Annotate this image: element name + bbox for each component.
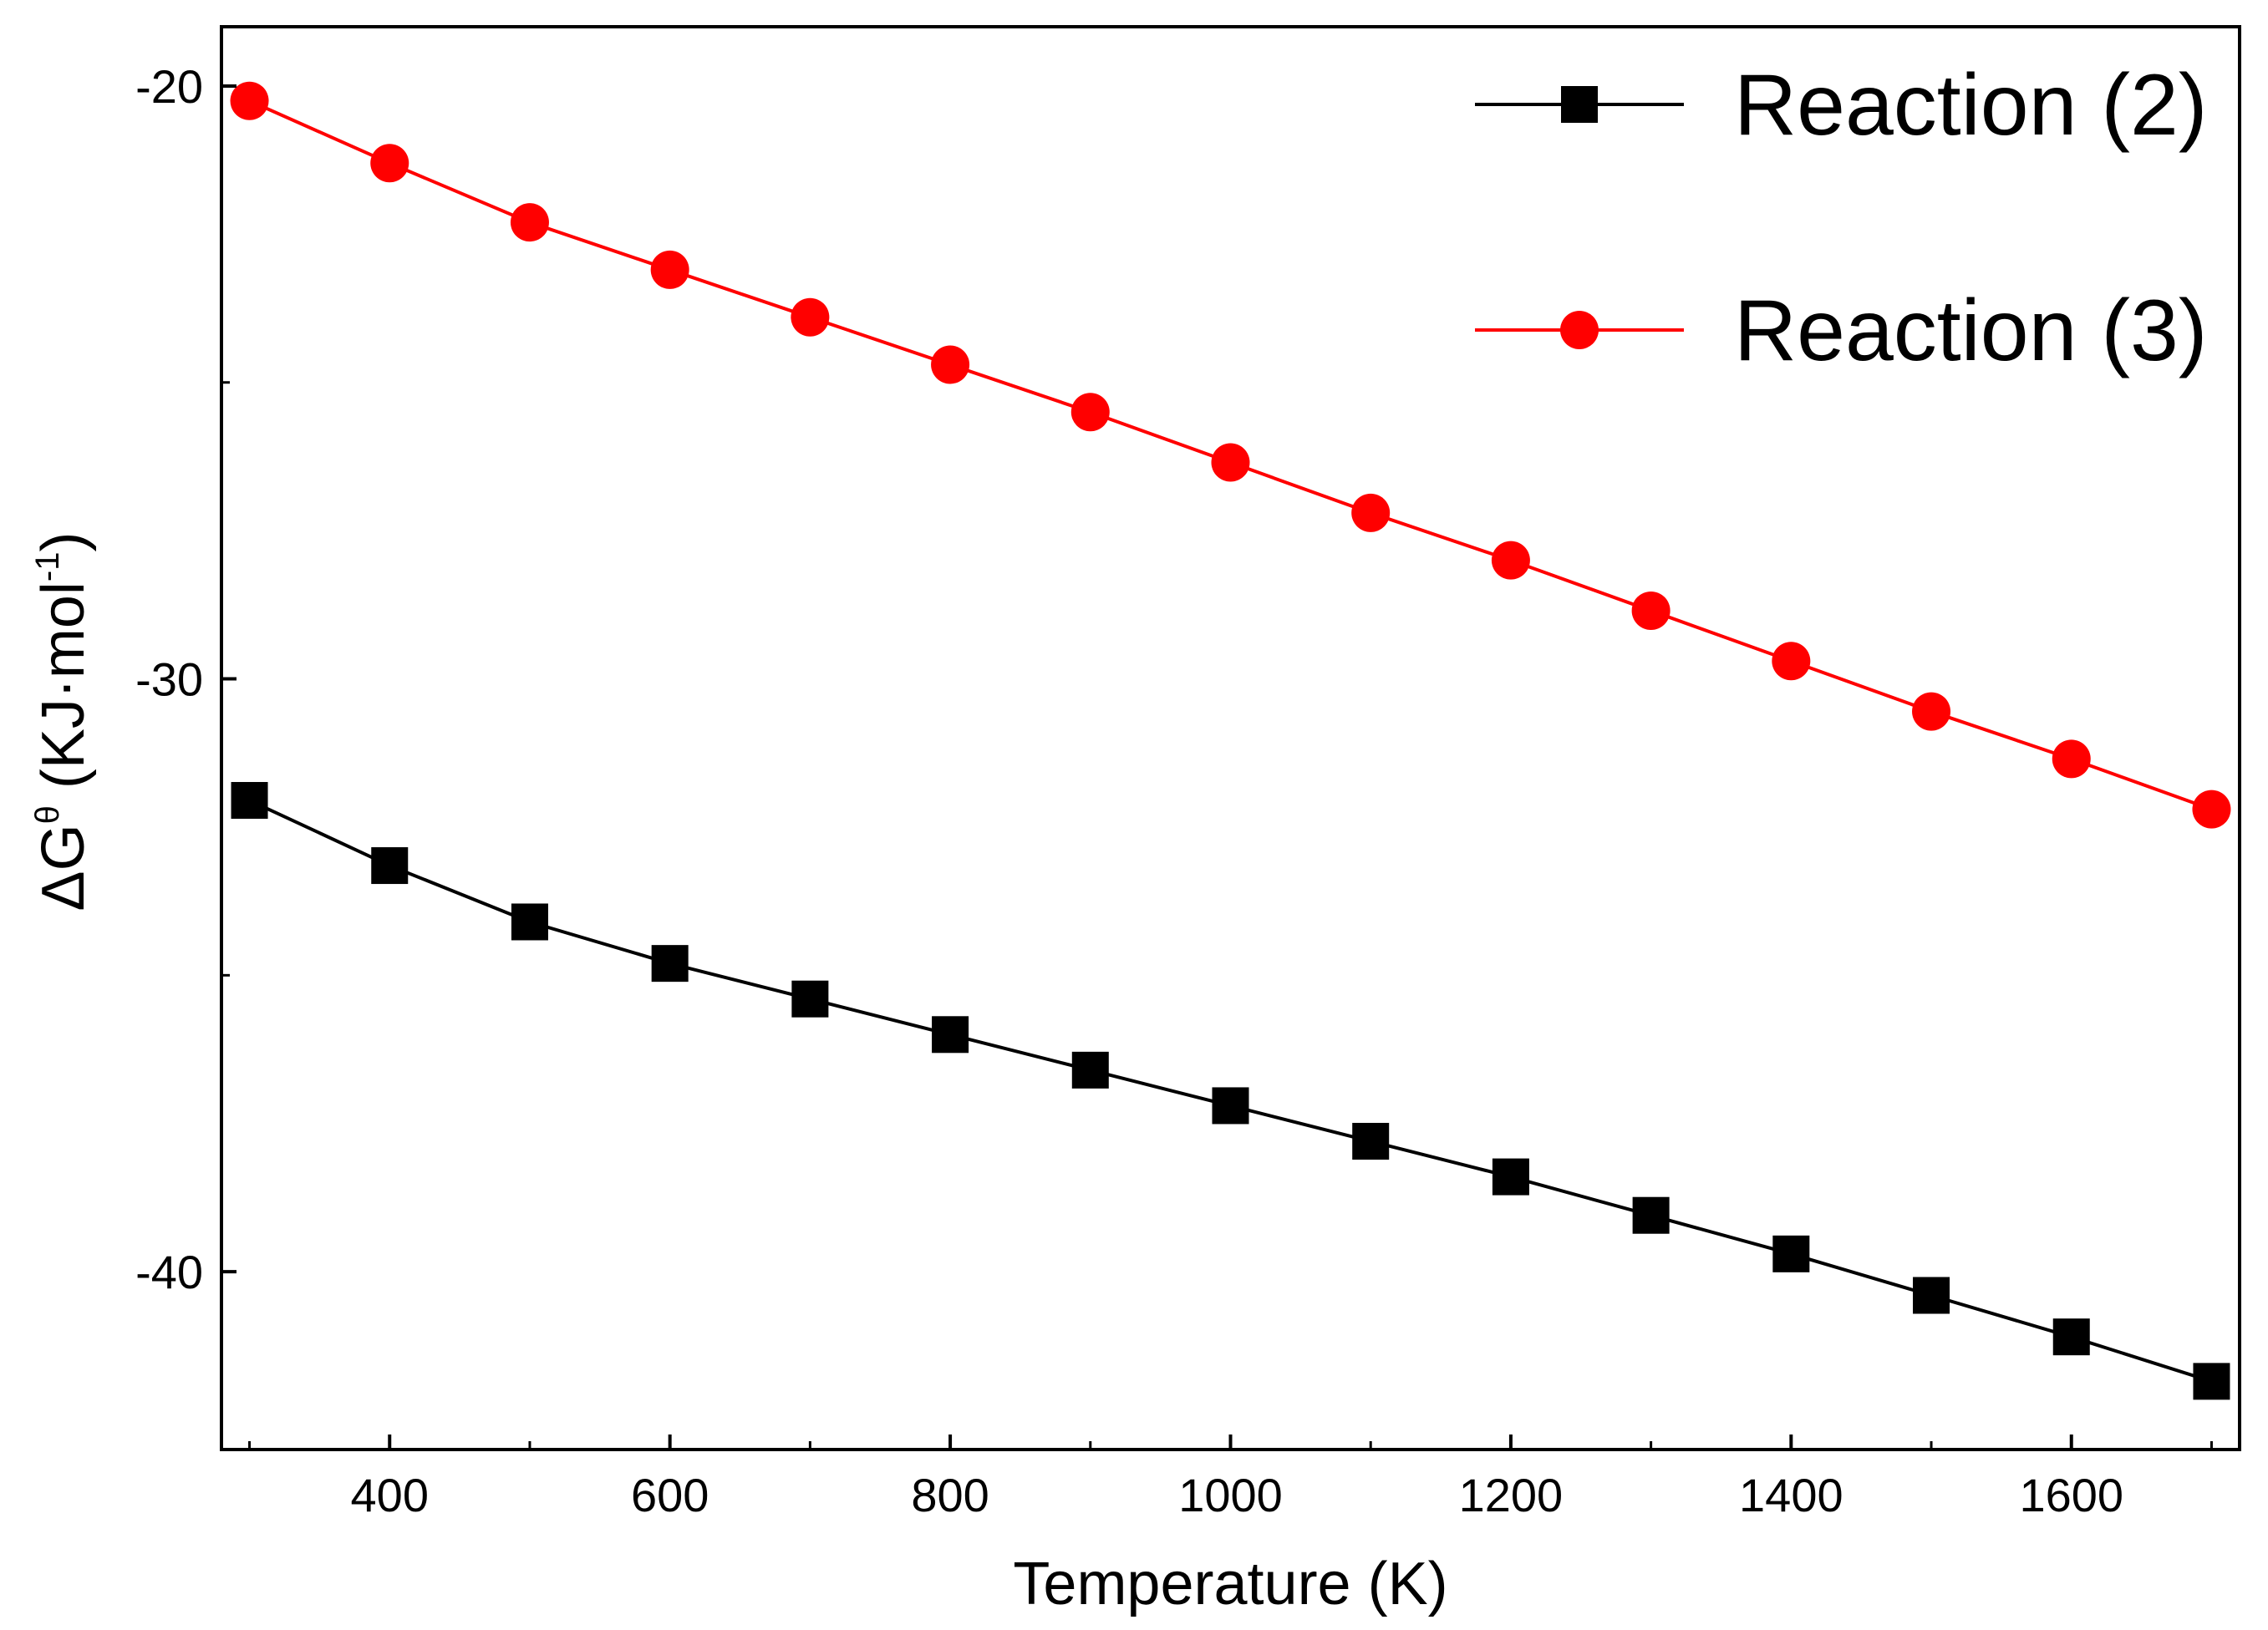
y-axis-title: ΔGθ (KJ·mol-1) bbox=[29, 532, 97, 911]
y-tick-label: -30 bbox=[135, 653, 203, 706]
data-point bbox=[230, 81, 269, 120]
series-1 bbox=[231, 782, 2230, 1400]
data-point bbox=[932, 1016, 969, 1054]
legend-item: Reaction (2) bbox=[1475, 57, 2207, 154]
data-point bbox=[1351, 493, 1391, 532]
data-point bbox=[791, 297, 830, 337]
legend-item: Reaction (3) bbox=[1475, 282, 2207, 379]
x-tick-label: 1400 bbox=[1739, 1469, 1843, 1521]
data-point bbox=[371, 847, 409, 885]
y-axis-title-unit-close: ) bbox=[30, 532, 97, 552]
data-point bbox=[1212, 1087, 1249, 1125]
data-point bbox=[931, 345, 970, 384]
series-2 bbox=[230, 81, 2231, 829]
legend-label: Reaction (3) bbox=[1734, 282, 2207, 379]
data-point bbox=[650, 250, 689, 289]
y-axis-title-unit-exponent: -1 bbox=[29, 552, 66, 582]
data-point bbox=[1352, 1123, 1390, 1160]
data-point bbox=[1632, 1196, 1670, 1234]
data-point bbox=[1912, 692, 1951, 731]
data-point bbox=[1070, 393, 1110, 432]
data-point bbox=[1491, 541, 1530, 580]
data-point bbox=[2192, 790, 2231, 829]
y-axis-title-superscript: θ bbox=[29, 805, 66, 824]
legend: Reaction (2) Reaction (3) bbox=[1475, 57, 2207, 379]
x-tick-label: 1000 bbox=[1178, 1469, 1283, 1521]
y-tick-label: -20 bbox=[135, 60, 203, 113]
data-point bbox=[1492, 1158, 1529, 1196]
data-point bbox=[1772, 642, 1811, 681]
data-point bbox=[651, 945, 689, 983]
y-axis-title-unit: (KJ·mol bbox=[30, 581, 97, 805]
data-point bbox=[1211, 443, 1250, 482]
x-tick-label: 1200 bbox=[1459, 1469, 1564, 1521]
x-tick-label: 1600 bbox=[2019, 1469, 2123, 1521]
legend-marker bbox=[1561, 86, 1598, 123]
x-axis-title: Temperature (K) bbox=[1013, 1551, 1447, 1617]
data-point bbox=[2052, 1318, 2090, 1356]
data-point bbox=[231, 782, 268, 820]
y-axis-title-symbol: ΔG bbox=[30, 824, 97, 911]
data-point bbox=[2052, 739, 2091, 779]
x-tick-label: 400 bbox=[351, 1469, 429, 1521]
x-tick-label: 800 bbox=[911, 1469, 989, 1521]
y-tick-label: -40 bbox=[135, 1246, 203, 1298]
axis-ticks: 400 600 800 1000 1200 1400 1600 -20 -30 -40 bbox=[135, 60, 2213, 1521]
data-point bbox=[510, 203, 549, 242]
x-tick-label: 600 bbox=[631, 1469, 709, 1521]
data-point bbox=[1071, 1051, 1109, 1089]
data-point bbox=[511, 903, 548, 941]
data-point bbox=[1772, 1235, 1810, 1272]
data-point bbox=[370, 144, 409, 183]
data-point bbox=[1913, 1277, 1950, 1314]
data-point bbox=[2193, 1363, 2230, 1400]
data-point bbox=[1631, 591, 1670, 630]
data-point bbox=[791, 980, 829, 1018]
legend-marker bbox=[1560, 311, 1599, 349]
legend-label: Reaction (2) bbox=[1734, 57, 2207, 154]
plot-content bbox=[230, 81, 2231, 1400]
